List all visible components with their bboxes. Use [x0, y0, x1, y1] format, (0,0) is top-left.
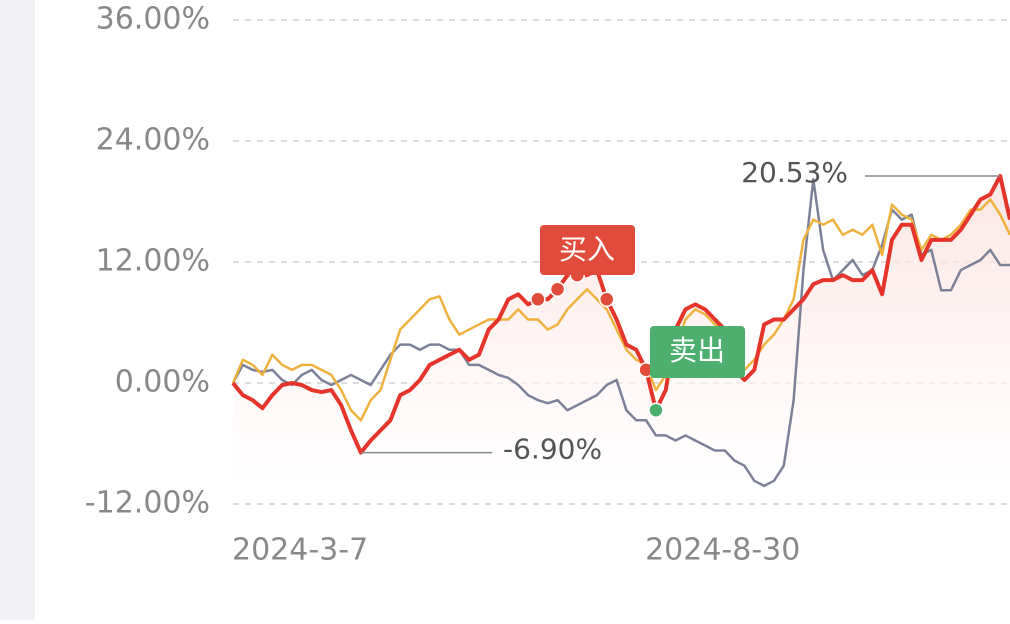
series-line [231, 198, 1010, 422]
side-strip [0, 0, 35, 620]
buy-point [598, 291, 615, 308]
max-label: 20.53% [741, 156, 848, 189]
x-tick-label: 2024-8-30 [645, 533, 800, 568]
y-tick-label: -12.00% [85, 486, 210, 521]
y-tick-label: 0.00% [115, 365, 210, 400]
buy-point [549, 281, 566, 297]
sell-tag [650, 326, 745, 378]
buy-point [530, 291, 546, 308]
x-tick-label: 2024-3-7 [232, 533, 368, 568]
y-tick-label: 36.00% [96, 2, 210, 37]
y-tick-label: 12.00% [96, 244, 210, 279]
plot [231, 173, 1010, 489]
sell-point [648, 402, 664, 418]
min-label: -6.90% [503, 433, 602, 466]
y-tick-label: 24.00% [96, 123, 210, 158]
buy-tag-label: 买入 [559, 233, 615, 266]
series-line [231, 173, 1010, 455]
buy-tag [540, 225, 635, 275]
sell-tag-label: 卖出 [669, 334, 725, 367]
